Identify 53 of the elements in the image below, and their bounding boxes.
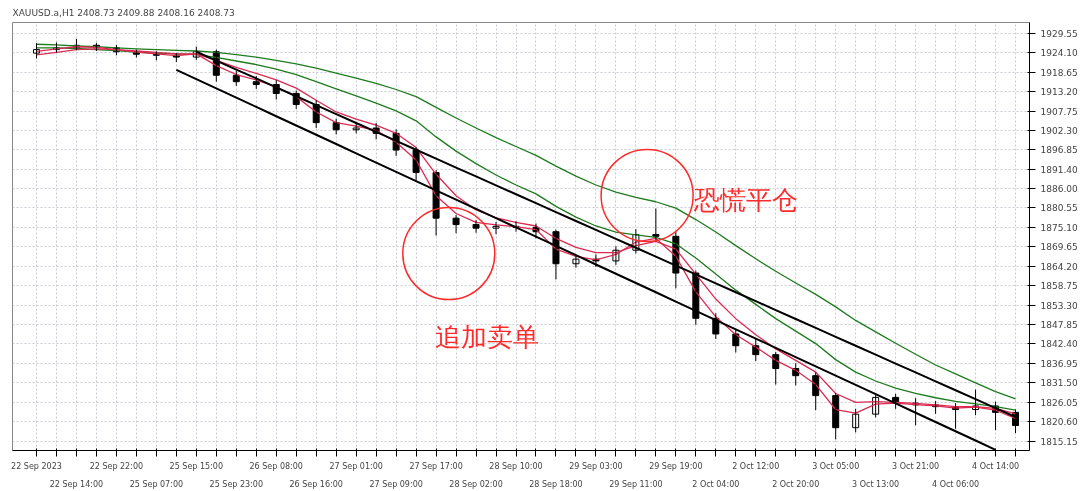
y-tick-label: 1886.00 xyxy=(1040,184,1078,195)
y-tick-label: 1858.75 xyxy=(1040,281,1078,292)
y-tick-label: 1880.55 xyxy=(1040,203,1078,214)
y-tick-label: 1896.85 xyxy=(1040,145,1078,156)
x-tick-label: 27 Sep 09:00 xyxy=(369,479,423,489)
y-tick-label: 1831.50 xyxy=(1040,378,1078,389)
chart-title: XAUUSD.a,H1 2408.73 2409.88 2408.16 2408.73 xyxy=(12,7,235,18)
y-tick-label: 1907.75 xyxy=(1040,106,1078,117)
x-tick-label: 28 Sep 02:00 xyxy=(449,479,503,489)
y-tick-label: 1913.20 xyxy=(1040,87,1078,98)
y-tick-label: 1836.95 xyxy=(1040,358,1078,369)
annotation: 追加卖单 xyxy=(435,321,540,352)
y-tick-label: 1847.85 xyxy=(1040,320,1078,331)
y-tick-label: 1902.30 xyxy=(1040,125,1078,136)
y-tick-label: 1918.65 xyxy=(1040,67,1078,78)
x-tick-label: 2 Oct 20:00 xyxy=(772,479,820,489)
x-tick-label: 28 Sep 10:00 xyxy=(489,461,543,471)
y-tick-label: 1826.05 xyxy=(1040,397,1078,408)
x-tick-label: 25 Sep 15:00 xyxy=(169,461,224,471)
y-tick-label: 1929.55 xyxy=(1040,28,1078,39)
x-tick-label: 26 Sep 16:00 xyxy=(289,479,343,489)
y-tick-label: 1815.15 xyxy=(1040,436,1078,447)
y-tick-label: 1820.60 xyxy=(1040,417,1078,428)
x-tick-label: 3 Oct 05:00 xyxy=(812,461,860,471)
x-tick-label: 22 Sep 14:00 xyxy=(49,479,104,489)
x-tick-label: 25 Sep 23:00 xyxy=(209,479,263,489)
x-tick-label: 26 Sep 08:00 xyxy=(249,461,303,471)
x-tick-label: 29 Sep 11:00 xyxy=(609,479,663,489)
x-tick-label: 2 Oct 04:00 xyxy=(692,479,740,489)
x-tick-label: 27 Sep 01:00 xyxy=(329,461,383,471)
y-tick-label: 1864.20 xyxy=(1040,261,1078,272)
y-tick-label: 1842.40 xyxy=(1040,339,1078,350)
x-tick-label: 29 Sep 03:00 xyxy=(569,461,623,471)
x-tick-label: 3 Oct 21:00 xyxy=(892,461,940,471)
y-tick-label: 1924.10 xyxy=(1040,48,1078,59)
x-tick-label: 29 Sep 19:00 xyxy=(649,461,703,471)
x-tick-label: 25 Sep 07:00 xyxy=(129,479,184,489)
x-tick-label: 3 Oct 13:00 xyxy=(852,479,900,489)
x-tick-label: 4 Oct 14:00 xyxy=(972,461,1020,471)
candlestick xyxy=(352,123,360,134)
candlestick xyxy=(452,214,460,234)
x-tick-label: 4 Oct 06:00 xyxy=(932,479,980,489)
candlestick xyxy=(472,219,480,234)
x-tick-label: 22 Sep 22:00 xyxy=(89,461,144,471)
y-tick-label: 1853.30 xyxy=(1040,300,1078,311)
x-tick-label: 27 Sep 17:00 xyxy=(409,461,463,471)
y-tick-label: 1875.10 xyxy=(1040,222,1078,233)
x-tick-label: 28 Sep 18:00 xyxy=(529,479,583,489)
x-tick-label: 2 Oct 12:00 xyxy=(732,461,780,471)
annotation: 恐慌平仓 xyxy=(692,185,798,216)
y-tick-label: 1891.40 xyxy=(1040,164,1078,175)
x-tick-label: 22 Sep 2023 xyxy=(11,461,62,471)
y-tick-label: 1869.65 xyxy=(1040,242,1078,253)
